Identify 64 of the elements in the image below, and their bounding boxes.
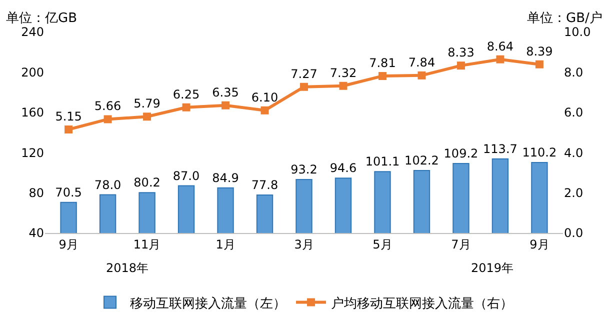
data-label: 7.32 [330,66,357,80]
data-label: 93.2 [290,162,318,177]
data-label: 5.66 [94,99,122,114]
data-label: 5.15 [55,109,82,124]
y2-tick-label: 10.0 [564,25,591,40]
x-tick-label: 1月 [216,237,236,252]
x-tick-label: 9月 [530,237,550,252]
legend-label: 移动互联网接入流量（左） [130,295,286,312]
x-tick-label: 7月 [451,237,471,252]
data-label: 8.39 [526,44,553,58]
point [535,60,544,68]
data-label: 7.84 [408,55,436,70]
data-label: 7.81 [369,56,396,70]
point [143,112,152,121]
point [182,103,190,112]
point [456,62,465,70]
y-axis-title: 单位：亿GB [6,11,77,26]
y-tick-label: 160 [21,106,44,120]
data-label: 6.10 [251,90,278,104]
y-tick-label: 200 [21,65,44,80]
point [339,82,348,90]
data-label: 84.9 [212,170,239,185]
data-label: 5.79 [134,96,160,111]
point [300,82,308,91]
data-label: 8.64 [486,39,514,54]
y-tick-label: 120 [21,146,44,160]
point [496,55,504,64]
point [418,71,426,80]
x-tick-label: 9月 [58,237,78,252]
data-label: 94.6 [330,161,357,176]
y2-tick-label: 4.0 [564,146,584,160]
y2-tick-label: 2.0 [564,186,584,200]
data-label: 102.2 [404,153,439,168]
data-label: 77.8 [251,178,278,192]
point [378,72,386,80]
text: 2018年 [106,261,149,275]
data-label: 6.25 [172,87,200,102]
data-label: 6.35 [212,85,239,100]
y-tick-label: 40 [28,226,44,240]
data-label: 110.2 [522,145,557,160]
data-label: 7.27 [290,66,318,81]
data-label: 80.2 [134,176,160,190]
data-label: 78.0 [94,178,122,192]
point [64,125,73,134]
x-tick-label: 11月 [133,237,161,252]
point [104,115,112,124]
data-label: 109.2 [444,146,478,160]
data-label: 8.33 [448,46,474,60]
data-label: 70.5 [55,185,82,200]
text: 2019年 [471,261,514,275]
point [222,101,230,110]
y-tick-label: 80 [28,186,44,200]
x-tick-label: 3月 [294,237,314,252]
data-label: 101.1 [365,154,400,169]
y2-axis-title: 单位：GB/户 [527,11,602,26]
y-tick-label: 240 [21,25,44,40]
point [260,106,269,114]
y2-tick-label: 0.0 [564,226,584,240]
legend-label: 户均移动互联网接入流量（右） [331,295,513,312]
data-label: 113.7 [483,142,518,156]
x-tick-label: 5月 [372,237,392,252]
data-label: 87.0 [172,168,200,183]
y2-tick-label: 8.0 [564,65,584,80]
y2-tick-label: 6.0 [564,106,584,120]
